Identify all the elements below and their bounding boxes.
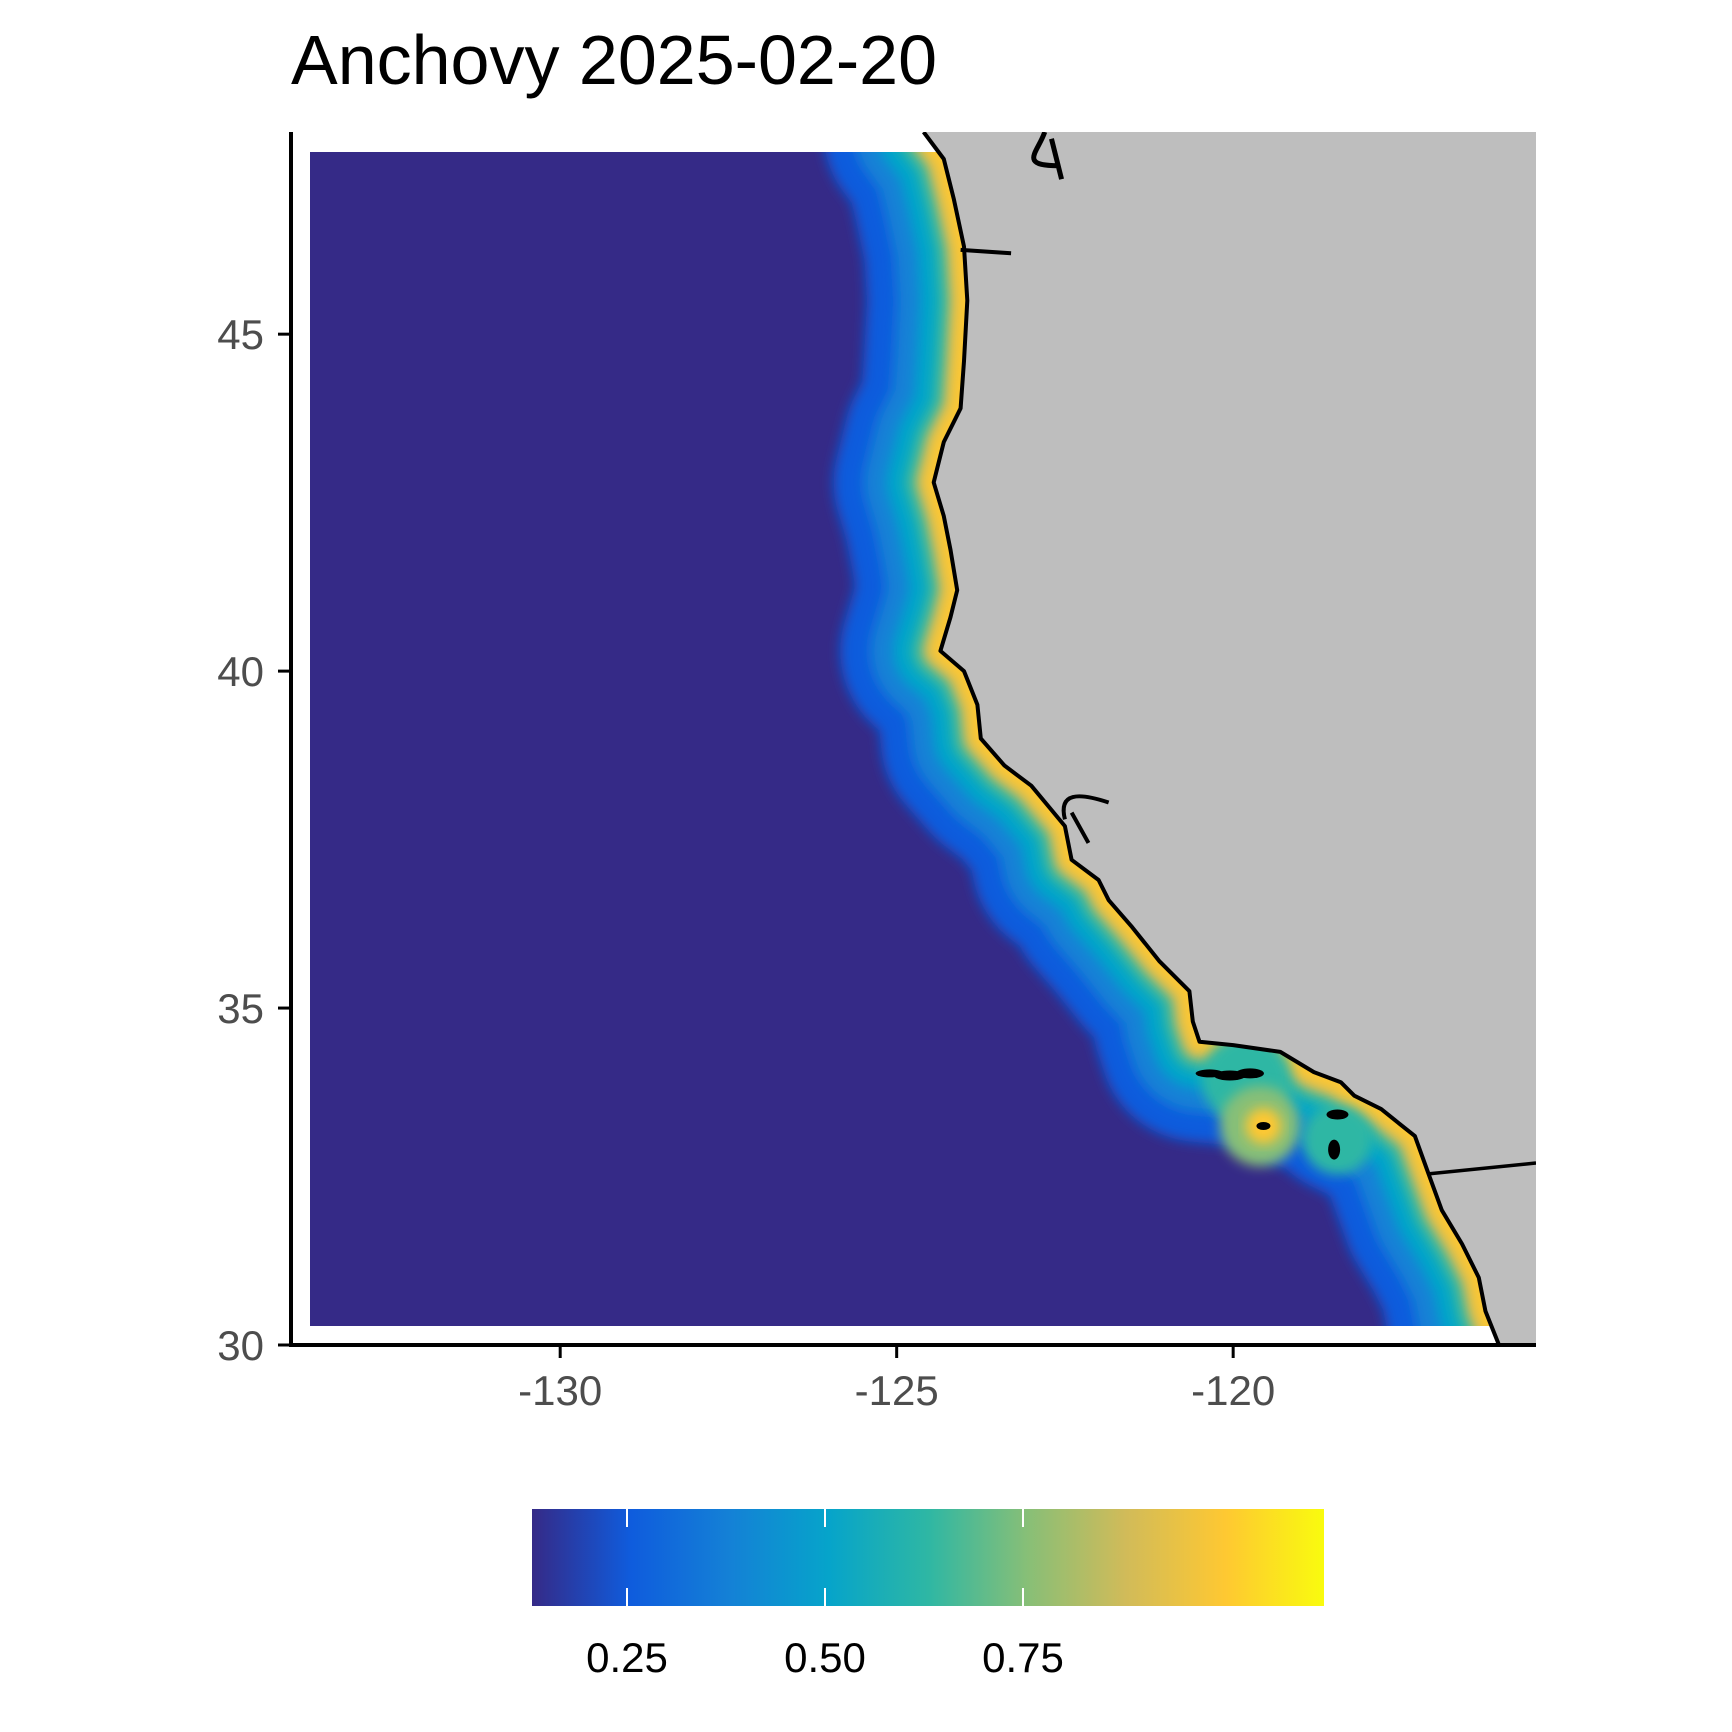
y-axis-ticks: 30 35 40 45 — [217, 311, 291, 1369]
island-5 — [1328, 1139, 1341, 1160]
island-3 — [1256, 1121, 1271, 1130]
y-tick-label: 45 — [217, 311, 264, 358]
island-2 — [1235, 1068, 1264, 1079]
y-tick-label: 35 — [217, 985, 264, 1032]
channel-islands — [1195, 1068, 1349, 1160]
sf-bay-line — [1061, 794, 1110, 844]
colorbar-legend: 0.25 0.50 0.75 — [532, 1509, 1324, 1681]
y-tick-label: 30 — [217, 1322, 264, 1369]
colorbar-tick-label: 0.25 — [586, 1634, 668, 1681]
land-area — [923, 132, 1536, 1345]
x-tick-label: -125 — [855, 1367, 939, 1414]
columbia-river-line — [960, 247, 1012, 256]
x-axis-ticks: -130 -125 -120 — [518, 1345, 1275, 1414]
colorbar-ticks: 0.25 0.50 0.75 — [586, 1509, 1064, 1681]
island-4 — [1326, 1109, 1349, 1120]
san-francisco-bay-outline — [1061, 794, 1110, 844]
colorbar-tick-label: 0.75 — [982, 1634, 1064, 1681]
y-tick-label: 40 — [217, 648, 264, 695]
map-title: Anchovy 2025-02-20 — [291, 21, 937, 99]
puget-sound-line — [1031, 132, 1064, 180]
x-tick-label: -130 — [518, 1367, 602, 1414]
hotspot-3 — [1302, 1104, 1373, 1175]
country-border — [1428, 1161, 1536, 1176]
colorbar — [532, 1509, 1324, 1606]
puget-sound-outline — [960, 132, 1064, 256]
colorbar-tick-label: 0.50 — [784, 1634, 866, 1681]
coastline — [921, 132, 1501, 1345]
map-panel — [291, 132, 1536, 1345]
x-tick-label: -120 — [1191, 1367, 1275, 1414]
